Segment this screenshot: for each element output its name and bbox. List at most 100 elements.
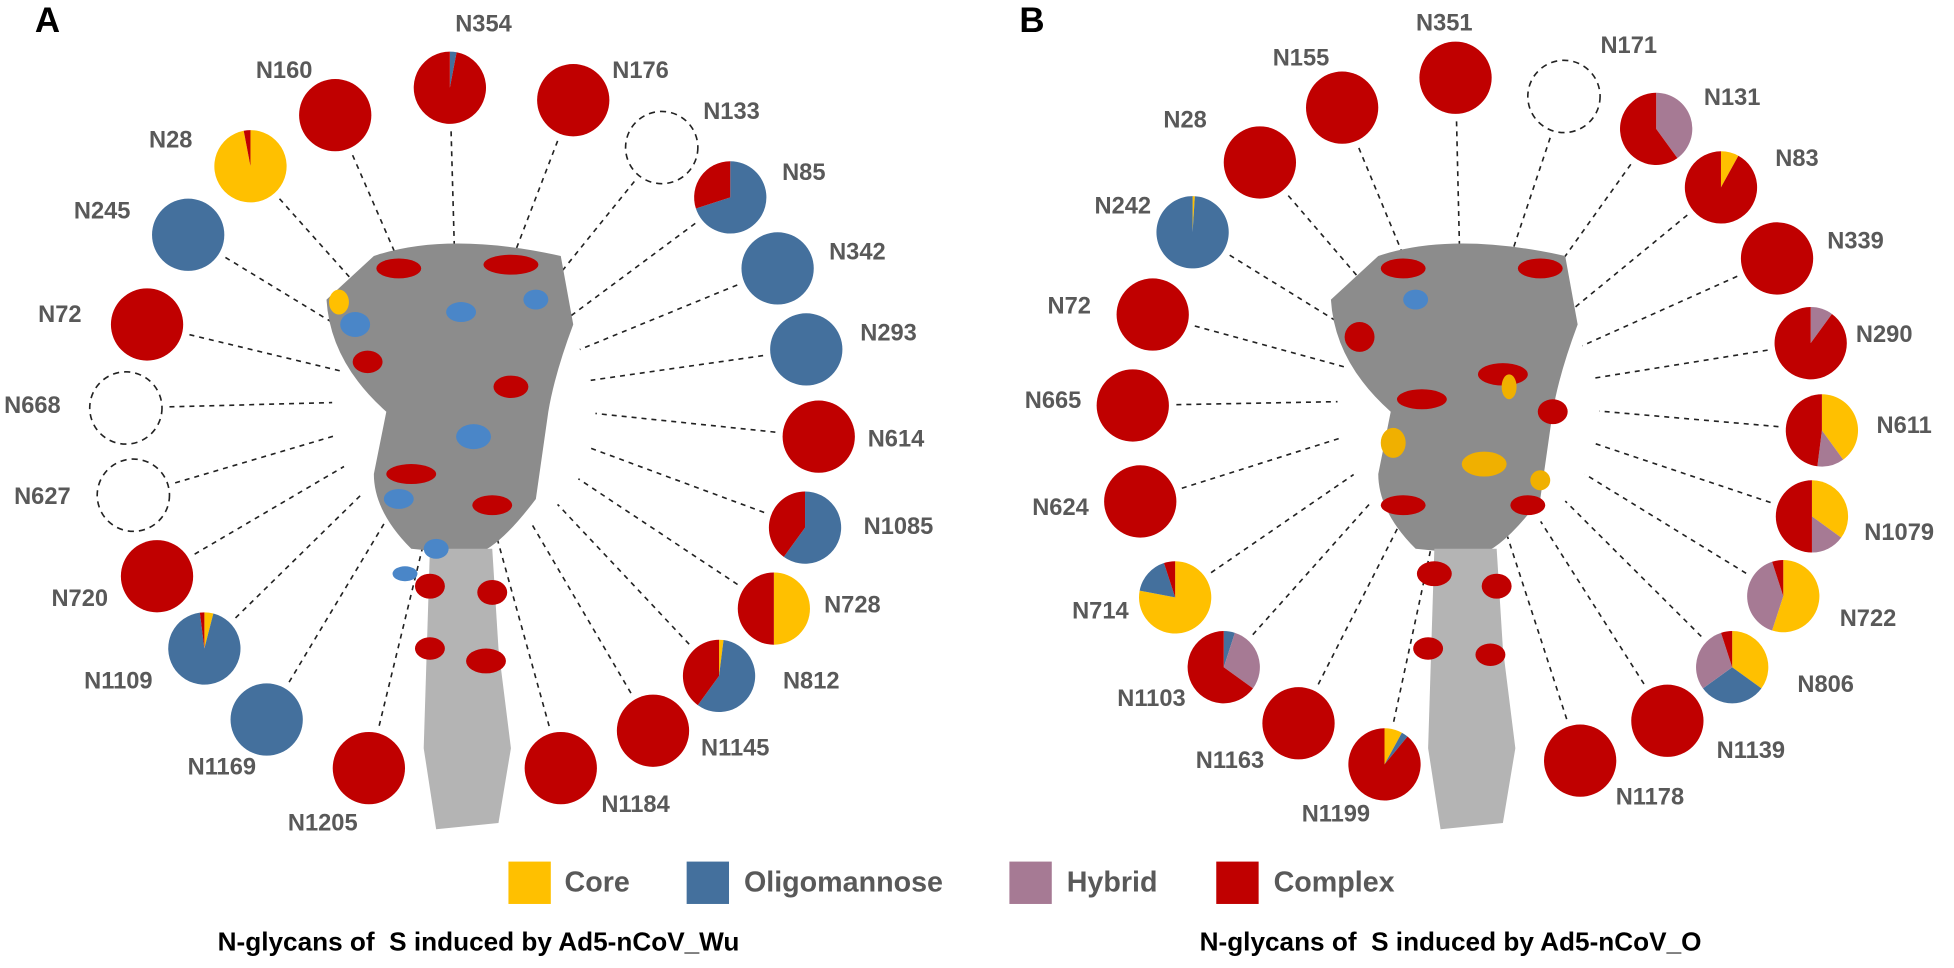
pie-slice (1139, 561, 1212, 634)
empty-pie (88, 371, 163, 445)
pie-slice (152, 198, 225, 271)
leader-line (1595, 443, 1771, 504)
site-label: N1109 (84, 668, 152, 694)
leader-line (556, 503, 690, 645)
legend-label: Oligomannose (744, 867, 943, 899)
pie-slice (1721, 631, 1733, 668)
pie-slice (1104, 465, 1177, 538)
pie-slice (1720, 151, 1739, 188)
legend-label: Core (565, 867, 630, 899)
pie-slice (1156, 196, 1229, 269)
leader-line (1210, 473, 1355, 574)
legend-label: Hybrid (1067, 867, 1158, 899)
leader-line (1582, 275, 1738, 347)
pie-slice (1116, 278, 1189, 351)
pie-slice (1139, 563, 1176, 598)
site-label: N665 (1025, 388, 1082, 414)
leader-line (1539, 521, 1645, 685)
site-label: N131 (1704, 85, 1761, 111)
pie-slice (110, 288, 184, 361)
leader-line (1317, 522, 1402, 685)
leader-line (496, 539, 550, 727)
pie-slice (1163, 561, 1176, 598)
pie-slice (682, 639, 720, 706)
leader-line (189, 333, 341, 372)
pie-slice (537, 64, 610, 137)
pie-slice (1187, 631, 1253, 704)
pie-slice (1348, 728, 1421, 801)
leader-line (590, 354, 764, 382)
leader-line (1535, 163, 1632, 297)
leader-line (1181, 437, 1341, 490)
leader-line (579, 284, 738, 351)
pie-slice (1192, 196, 1195, 233)
site-label: N1199 (1302, 802, 1370, 828)
pie-slice (1817, 430, 1844, 467)
site-label: N1169 (188, 754, 256, 780)
site-label: N611 (1877, 413, 1932, 439)
leader-line (577, 478, 738, 586)
pie-slice (1620, 92, 1678, 165)
pie-slice (782, 400, 855, 473)
pie-slice (1262, 687, 1335, 760)
site-label: N242 (1095, 194, 1152, 220)
pie-slice (1096, 369, 1169, 442)
pie-slice (1811, 480, 1849, 538)
site-label: N714 (1072, 599, 1129, 625)
pie-slice (1384, 732, 1408, 765)
site-label: N133 (703, 99, 760, 125)
pie-slice (120, 540, 194, 613)
pie-slice (695, 161, 767, 234)
site-label: N1139 (1717, 738, 1785, 764)
pie-slice (1732, 631, 1769, 689)
pie-slice (230, 683, 303, 756)
panel-label: B (1019, 1, 1044, 40)
pie-slice (1747, 561, 1784, 631)
pie-slice (1656, 92, 1693, 159)
site-label: N627 (14, 484, 71, 510)
site-label: N85 (782, 160, 825, 186)
site-label: N720 (51, 586, 108, 612)
site-label: N83 (1775, 146, 1818, 172)
pie-slice (697, 640, 756, 713)
pie-slice (1696, 632, 1733, 689)
legend-swatch (686, 861, 730, 904)
site-label: N1163 (1196, 748, 1264, 774)
site-label: N806 (1797, 672, 1854, 698)
pie-slice (1419, 41, 1492, 114)
pie-slice (1810, 307, 1832, 344)
site-label: N160 (256, 58, 313, 84)
empty-pie (624, 110, 699, 185)
site-label: N351 (1416, 10, 1473, 36)
protein-b (1330, 243, 1578, 830)
pie-slice (694, 161, 731, 209)
pie-slice (1811, 516, 1842, 553)
pie-slice (1223, 126, 1297, 199)
site-label: N1178 (1616, 784, 1684, 810)
pie-slice (1684, 151, 1758, 224)
leader-line (595, 412, 776, 433)
site-label: N155 (1273, 45, 1330, 71)
leader-line (589, 447, 765, 514)
panel-title: N-glycans of S induced by Ad5-nCoV_Wu (218, 927, 740, 957)
leader-line (194, 465, 345, 555)
empty-pie (1526, 59, 1601, 134)
pie-slice (168, 612, 241, 685)
pie-slice (332, 731, 406, 805)
leader-line (1594, 349, 1768, 379)
pie-slice (768, 491, 806, 557)
pie-slice (1740, 222, 1814, 295)
leader-line (1392, 537, 1434, 722)
leader-line (378, 539, 426, 726)
site-label: N342 (829, 240, 886, 266)
leader-line (561, 222, 696, 324)
pie-slice (1223, 631, 1235, 668)
pie-slice (1223, 632, 1260, 689)
panel-title: N-glycans of S induced by Ad5-nCoV_O (1200, 927, 1702, 957)
site-label: N1145 (701, 736, 769, 762)
empty-pie (96, 458, 171, 533)
legend-swatch (1009, 861, 1052, 904)
site-label: N1184 (601, 792, 670, 818)
site-label: N72 (1048, 293, 1091, 319)
